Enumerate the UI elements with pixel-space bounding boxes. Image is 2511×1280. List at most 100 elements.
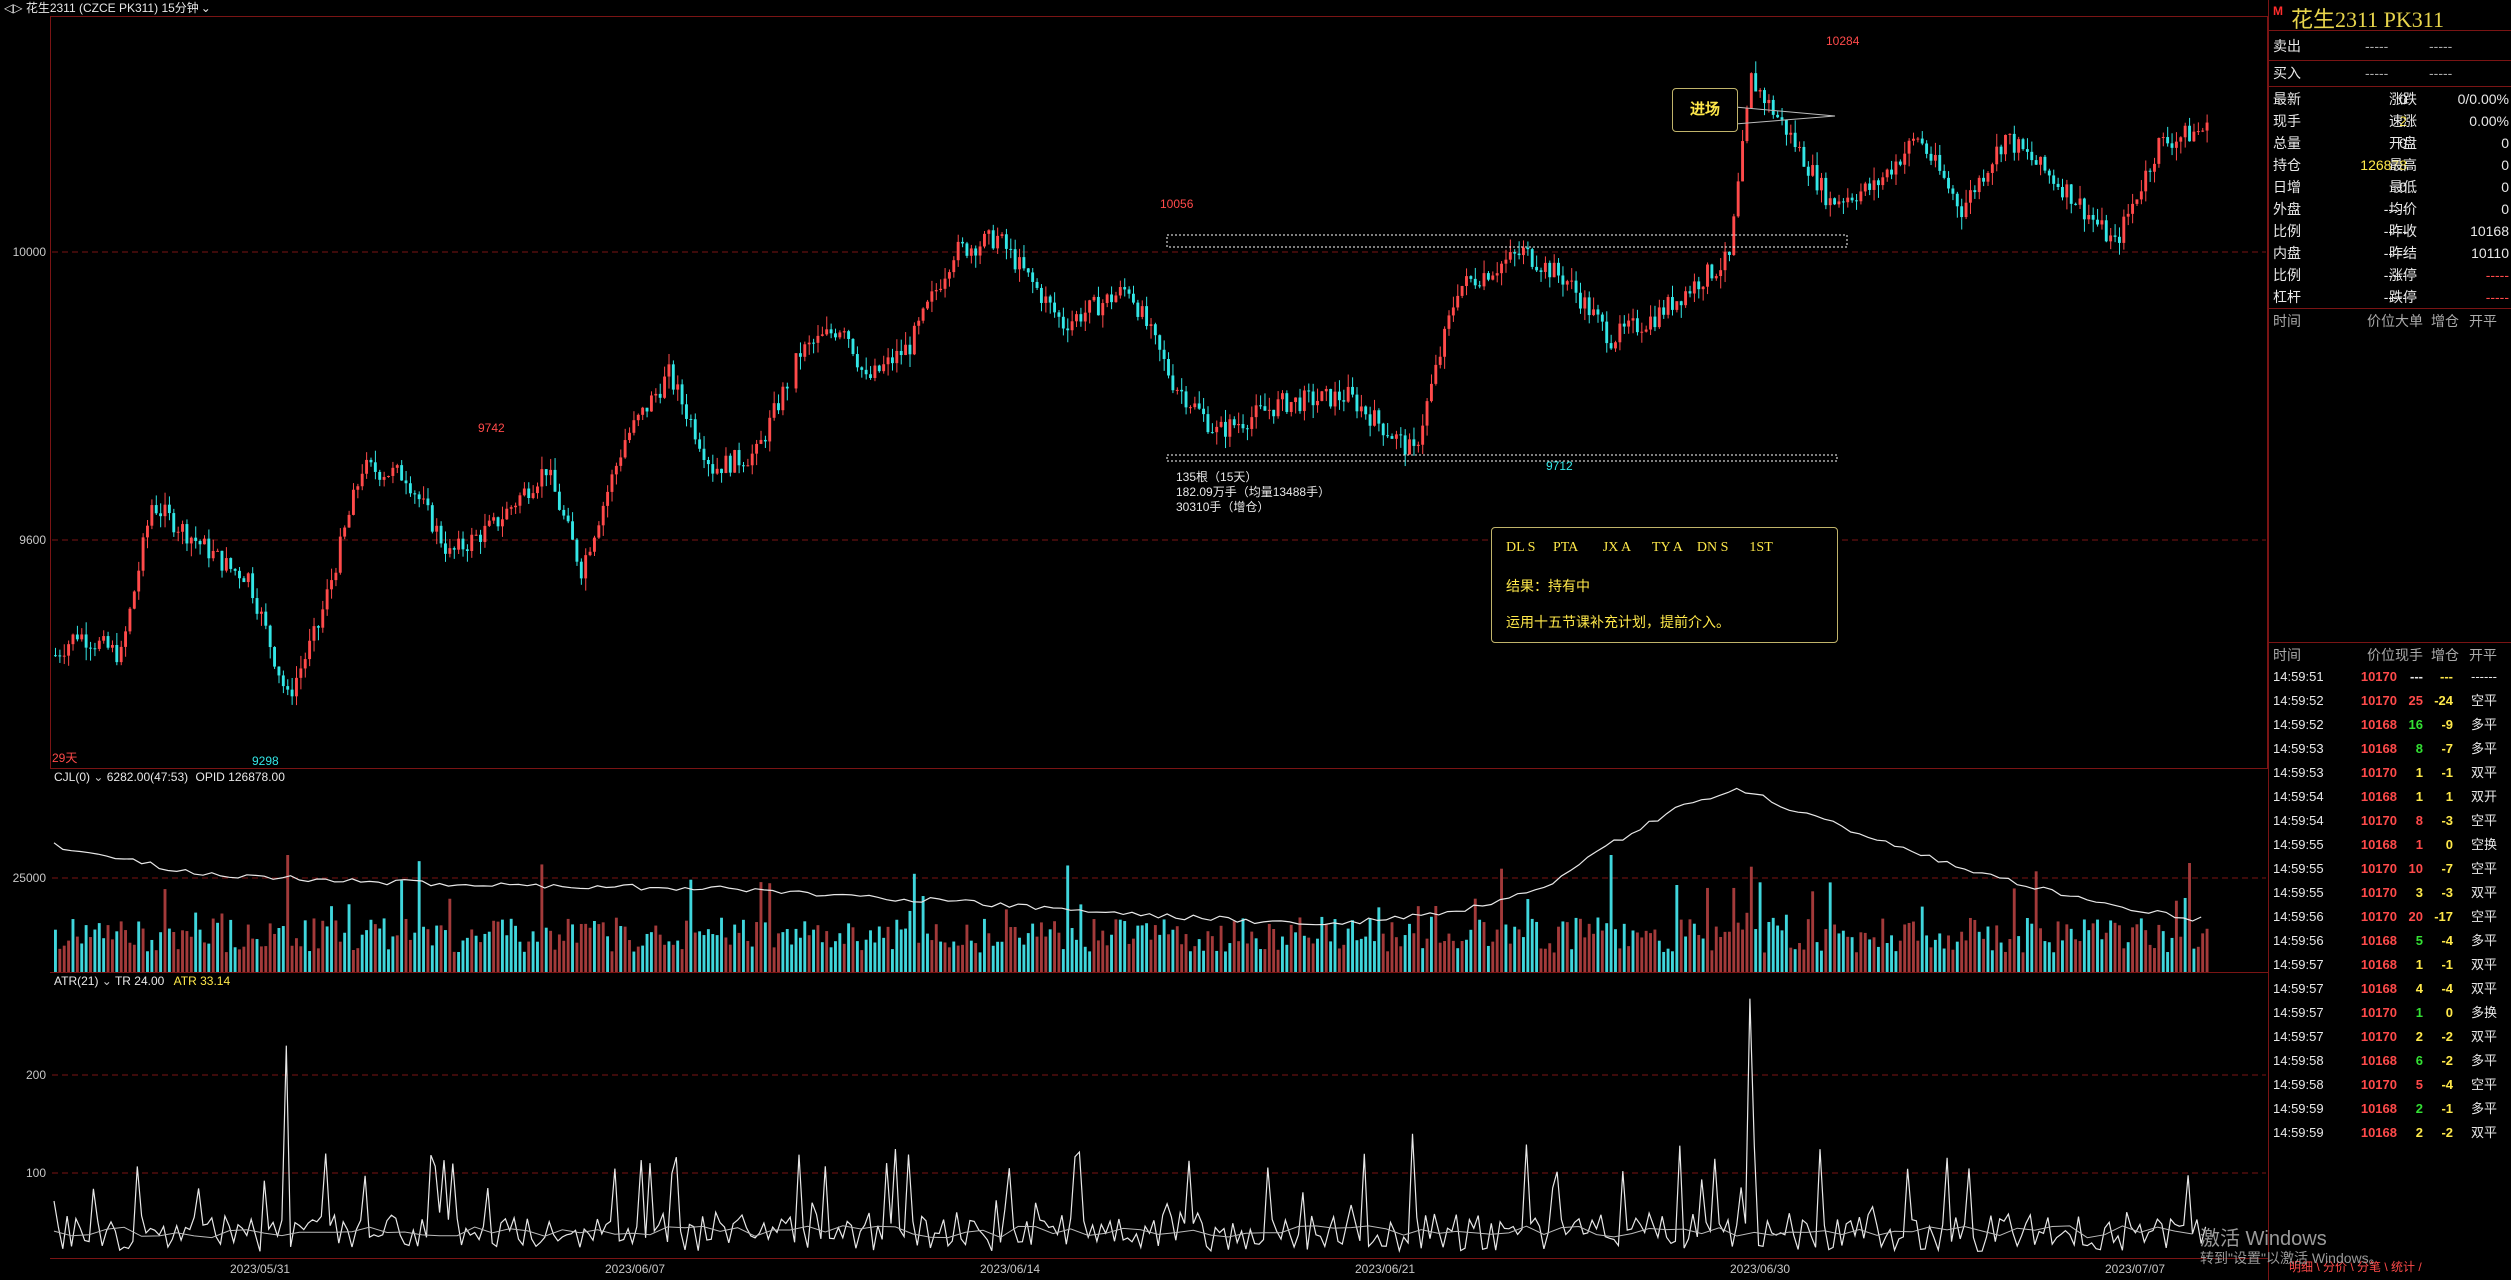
- volume-bar: [1333, 919, 1337, 972]
- volume-bar: [1070, 928, 1074, 972]
- volume-bar: [1881, 918, 1885, 972]
- volume-bar: [487, 931, 491, 972]
- range-info: 135根（15天） 182.09万手（均量13488手） 30310手（增仓）: [1176, 470, 1330, 515]
- volume-bar: [1259, 949, 1262, 972]
- tick-row[interactable]: 14:59:55 10170 10 -7 空平: [2269, 858, 2511, 880]
- tick-row[interactable]: 14:59:57 10168 4 -4 双平: [2269, 978, 2511, 1000]
- tick-row[interactable]: 14:59:57 10168 1 -1 双平: [2269, 954, 2511, 976]
- candle-body: [1986, 172, 1990, 182]
- candle-body: [408, 483, 412, 494]
- stat-value: 0: [2501, 157, 2509, 173]
- candle-body: [2030, 151, 2034, 161]
- candle-body: [211, 550, 215, 559]
- tick-row[interactable]: 14:59:55 10168 1 0 空换: [2269, 834, 2511, 856]
- chevron-down-icon[interactable]: ⌄: [90, 770, 107, 784]
- tick-price: 10168: [2360, 981, 2397, 996]
- candle-body: [286, 686, 290, 690]
- tick-row[interactable]: 14:59:59 10168 2 -2 双平: [2269, 1122, 2511, 1144]
- candle-body: [167, 504, 171, 514]
- volume-bar: [956, 945, 960, 972]
- atr-indicator-name[interactable]: ATR(21): [54, 974, 99, 988]
- tick-row[interactable]: 14:59:54 10168 1 1 双开: [2269, 786, 2511, 808]
- volume-bar: [435, 925, 439, 972]
- candle-body: [1193, 403, 1197, 408]
- chevron-down-icon[interactable]: ⌄: [98, 974, 115, 988]
- tick-row[interactable]: 14:59:51 10170 --- --- ------: [2269, 666, 2511, 688]
- volume-bar: [1241, 918, 1245, 972]
- column-header: 价位: [2367, 313, 2395, 329]
- tick-row[interactable]: 14:59:57 10170 1 0 多换: [2269, 1002, 2511, 1024]
- chart-title-bar[interactable]: ◁▷ 花生2311 (CZCE PK311) 15分钟 ⌄: [4, 0, 211, 16]
- volume-bar: [312, 918, 316, 972]
- candle-body: [614, 465, 618, 475]
- volume-bar: [1048, 929, 1052, 972]
- volume-bar: [1543, 948, 1547, 972]
- tick-volume: ---: [2410, 669, 2423, 684]
- tick-row[interactable]: 14:59:59 10168 2 -1 多平: [2269, 1098, 2511, 1120]
- tick-row[interactable]: 14:59:52 10170 25 -24 空平: [2269, 690, 2511, 712]
- volume-bar: [1149, 939, 1153, 972]
- tick-row[interactable]: 14:59:57 10170 2 -2 双平: [2269, 1026, 2511, 1048]
- volume-bar: [330, 906, 333, 972]
- candle-body: [706, 459, 710, 465]
- candle-body: [514, 505, 518, 508]
- candle-body: [1570, 280, 1574, 282]
- candle-body: [1872, 180, 1876, 190]
- candle-body: [2043, 156, 2047, 171]
- nav-arrows-icon[interactable]: ◁▷: [4, 1, 23, 15]
- stat-value: 0: [2501, 179, 2509, 195]
- tick-row[interactable]: 14:59:55 10170 3 -3 双平: [2269, 882, 2511, 904]
- candle-body: [1933, 154, 1937, 161]
- candle-body: [439, 525, 443, 544]
- candle-body: [777, 403, 780, 411]
- period-selector[interactable]: 15分钟 ⌄: [161, 1, 211, 15]
- tick-volume: 2: [2415, 1101, 2423, 1116]
- atr-indicator-header[interactable]: ATR(21) ⌄ TR 24.00 ATR 33.14: [54, 974, 230, 988]
- tick-type: 空平: [2471, 909, 2498, 924]
- stat-row: 日增 0 最低 0: [2269, 176, 2511, 198]
- stat-label: 比例: [2273, 223, 2301, 239]
- volume-bar: [1819, 950, 1823, 972]
- volume-bar: [750, 946, 754, 972]
- candle-body: [1044, 296, 1048, 303]
- candle-body: [1421, 425, 1425, 445]
- chart-bottom-border: [50, 1258, 2268, 1259]
- volume-bar: [1329, 941, 1333, 972]
- volume-bar: [1973, 919, 1977, 972]
- tick-row[interactable]: 14:59:58 10168 6 -2 多平: [2269, 1050, 2511, 1072]
- volume-bar: [1688, 919, 1692, 972]
- vol-y-tick: 25000: [12, 871, 46, 885]
- volume-indicator-header[interactable]: CJL(0) ⌄ 6282.00(47:53) OPID 126878.00: [54, 770, 285, 784]
- candle-body: [1035, 281, 1039, 288]
- tick-row[interactable]: 14:59:58 10170 5 -4 空平: [2269, 1074, 2511, 1096]
- tick-row[interactable]: 14:59:53 10168 8 -7 多平: [2269, 738, 2511, 760]
- tick-time: 14:59:55: [2273, 885, 2324, 900]
- chevron-down-icon: ⌄: [200, 1, 211, 15]
- chart-canvas[interactable]: [0, 0, 2268, 1280]
- volume-bar: [1841, 930, 1845, 972]
- volume-bar: [1210, 936, 1214, 972]
- tick-row[interactable]: 14:59:53 10170 1 -1 双平: [2269, 762, 2511, 784]
- volume-indicator-name[interactable]: CJL(0): [54, 770, 91, 784]
- tick-time: 14:59:52: [2273, 717, 2324, 732]
- candle-body: [1096, 296, 1100, 316]
- stat-label: 杠杆: [2273, 289, 2301, 305]
- volume-bar: [1631, 930, 1635, 972]
- sidebar-marker[interactable]: M: [2273, 4, 2283, 18]
- tick-row[interactable]: 14:59:56 10170 20 -17 空平: [2269, 906, 2511, 928]
- volume-bar: [1504, 924, 1508, 972]
- candle-body: [2056, 183, 2060, 188]
- activation-watermark-title: 激活 Windows: [2200, 1228, 2327, 1250]
- sidebar-footer-tabs[interactable]: 明细 \ 分价 \ 分笔 \ 统计 /: [2289, 1260, 2422, 1274]
- candle-body: [855, 354, 859, 368]
- candle-body: [1999, 146, 2003, 155]
- volume-bar: [1793, 949, 1797, 972]
- code-jx: JX A: [1602, 540, 1632, 555]
- range-volume-label: 182.09万手（均量13488手）: [1176, 485, 1331, 499]
- volume-bar: [119, 921, 123, 972]
- tick-row[interactable]: 14:59:56 10168 5 -4 多平: [2269, 930, 2511, 952]
- tick-row[interactable]: 14:59:52 10168 16 -9 多平: [2269, 714, 2511, 736]
- candle-body: [207, 538, 211, 559]
- tick-row[interactable]: 14:59:54 10170 8 -3 空平: [2269, 810, 2511, 832]
- stat-value: -----: [2485, 289, 2509, 305]
